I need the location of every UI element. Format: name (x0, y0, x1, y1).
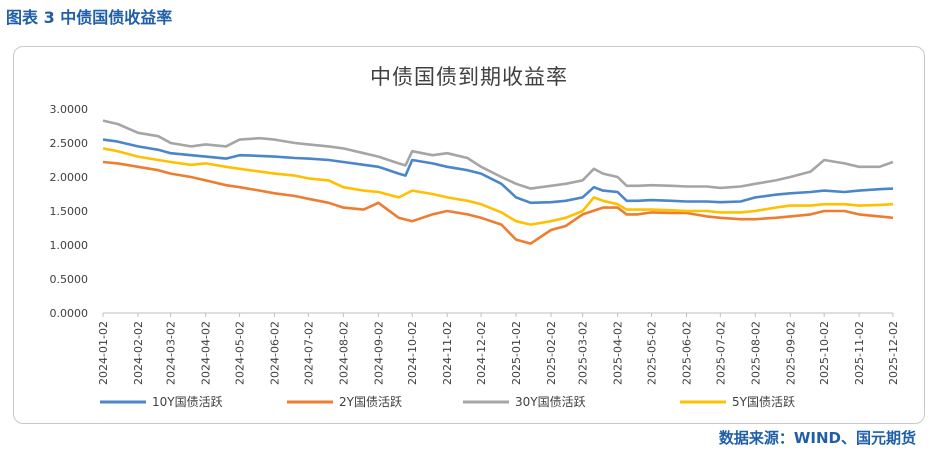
x-tick-label: 2024-09-02 (372, 321, 385, 385)
x-tick-label: 2024-06-02 (269, 321, 282, 385)
y-tick-label: 1.0000 (50, 239, 89, 252)
x-tick-label: 2025-04-02 (612, 321, 625, 385)
legend-label: 30Y国债活跃 (515, 395, 586, 409)
x-tick-label: 2024-07-02 (302, 321, 315, 385)
x-tick-label: 2025-07-02 (714, 321, 727, 385)
x-tick-label: 2025-10-02 (818, 321, 831, 385)
y-tick-label: 2.0000 (50, 171, 89, 184)
legend-label: 2Y国债活跃 (339, 395, 402, 409)
y-tick-label: 1.5000 (50, 205, 89, 218)
y-tick-label: 0.5000 (50, 273, 89, 286)
x-tick-label: 2024-03-02 (165, 321, 178, 385)
x-tick-label: 2024-01-02 (97, 321, 110, 385)
x-tick-label: 2024-02-02 (132, 321, 145, 385)
series-line (102, 147, 894, 226)
chart-frame (13, 46, 925, 424)
series-line (102, 119, 894, 190)
series-line (102, 160, 894, 245)
x-tick-label: 2025-06-02 (680, 321, 693, 385)
figure-caption: 图表 3 中债国债收益率 (6, 8, 173, 27)
x-tick-label: 2025-02-02 (545, 321, 558, 385)
x-tick-label: 2025-11-02 (853, 321, 866, 385)
legend: 10Y国债活跃 2Y国债活跃 30Y国债活跃 5Y国债活跃 (100, 395, 795, 409)
y-tick-label: 2.5000 (50, 137, 89, 150)
x-tick-label: 2025-05-02 (645, 321, 658, 385)
series-layer (102, 119, 894, 245)
x-tick-label: 2024-12-02 (475, 321, 488, 385)
y-tick-label: 0.0000 (50, 307, 89, 320)
x-tick-label: 2025-01-02 (510, 321, 523, 385)
x-tick-label: 2025-08-02 (749, 321, 762, 385)
x-tick-label: 2024-11-02 (441, 321, 454, 385)
y-tick-label: 3.0000 (50, 103, 89, 116)
x-tick-label: 2024-04-02 (200, 321, 213, 385)
data-source-note: 数据来源：WIND、国元期货 (718, 429, 916, 447)
chart-title: 中债国债到期收益率 (370, 65, 568, 89)
x-tick-label: 2024-05-02 (234, 321, 247, 385)
x-tick-label: 2025-12-02 (887, 321, 900, 385)
x-tick-label: 2025-03-02 (577, 321, 590, 385)
axes: 0.0000 0.5000 1.0000 1.5000 2.0000 2.5000 3.00… (50, 103, 901, 385)
x-tick-label: 2024-08-02 (337, 321, 350, 385)
x-tick-label: 2025-09-02 (784, 321, 797, 385)
legend-label: 10Y国债活跃 (152, 395, 223, 409)
series-line (102, 138, 894, 205)
x-tick-label: 2024-10-02 (406, 321, 419, 385)
legend-label: 5Y国债活跃 (732, 395, 795, 409)
